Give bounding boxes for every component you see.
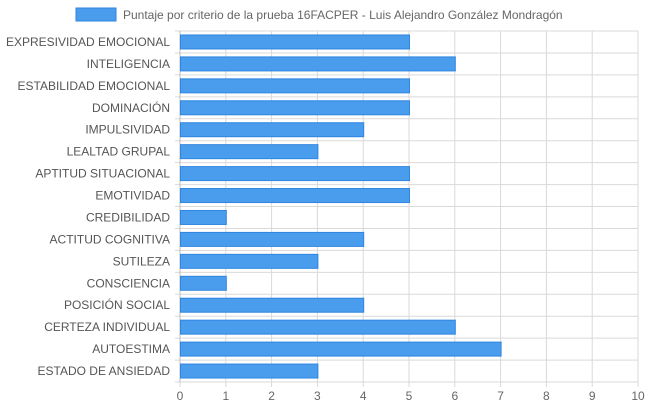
y-tick-label: EXPRESIVIDAD EMOCIONAL: [6, 35, 170, 49]
bar[interactable]: [180, 166, 410, 182]
y-axis-labels: EXPRESIVIDAD EMOCIONAL INTELIGENCIA ESTABI…: [6, 35, 170, 378]
bar[interactable]: [180, 122, 365, 138]
y-tick-label: ACTITUD COGNITIVA: [50, 232, 170, 246]
bar[interactable]: [180, 144, 319, 160]
bar[interactable]: [180, 275, 227, 291]
y-tick-label: ESTABILIDAD EMOCIONAL: [18, 79, 171, 93]
y-tick-label: LEALTAD GRUPAL: [67, 145, 171, 159]
y-tick-label: POSICIÓN SOCIAL: [64, 297, 170, 312]
y-tick-label: CONSCIENCIA: [87, 276, 170, 290]
bar[interactable]: [180, 34, 410, 50]
x-tick-label: 9: [589, 389, 596, 403]
bar[interactable]: [180, 297, 365, 313]
y-tick-label: AUTOESTIMA: [92, 342, 170, 356]
x-tick-label: 5: [406, 389, 413, 403]
x-tick-label: 2: [268, 389, 275, 403]
x-tick-label: 10: [631, 389, 645, 403]
bar[interactable]: [180, 253, 319, 269]
y-tick-label: INTELIGENCIA: [87, 57, 170, 71]
bar[interactable]: [180, 78, 410, 94]
x-tick-label: 3: [314, 389, 321, 403]
y-tick-label: CREDIBILIDAD: [86, 210, 170, 224]
bar[interactable]: [180, 209, 227, 225]
x-axis-labels: 0 1 2 3 4 5 6 7 8 9 10: [177, 389, 645, 403]
bar[interactable]: [180, 319, 456, 335]
y-tick-label: ESTADO DE ANSIEDAD: [38, 364, 171, 378]
x-tick-label: 1: [222, 389, 229, 403]
legend-swatch[interactable]: [75, 7, 117, 22]
x-tick-label: 0: [177, 389, 184, 403]
y-tick-label: EMOTIVIDAD: [95, 189, 170, 203]
x-tick-label: 8: [543, 389, 550, 403]
bars: [180, 34, 502, 379]
bar[interactable]: [180, 363, 319, 379]
legend[interactable]: Puntaje por criterio de la prueba 16FACP…: [75, 7, 563, 22]
bar[interactable]: [180, 56, 456, 72]
bar[interactable]: [180, 100, 410, 116]
bar[interactable]: [180, 341, 502, 357]
x-tick-label: 4: [360, 389, 367, 403]
y-tick-label: IMPULSIVIDAD: [85, 123, 170, 137]
bar[interactable]: [180, 188, 410, 204]
bar[interactable]: [180, 231, 365, 247]
y-tick-label: SUTILEZA: [113, 254, 170, 268]
x-tick-label: 7: [497, 389, 504, 403]
legend-label[interactable]: Puntaje por criterio de la prueba 16FACP…: [123, 8, 563, 22]
y-tick-label: DOMINACIÓN: [92, 100, 170, 115]
x-tick-label: 6: [451, 389, 458, 403]
y-tick-label: APTITUD SITUACIONAL: [35, 167, 170, 181]
y-tick-label: CERTEZA INDIVIDUAL: [44, 320, 170, 334]
